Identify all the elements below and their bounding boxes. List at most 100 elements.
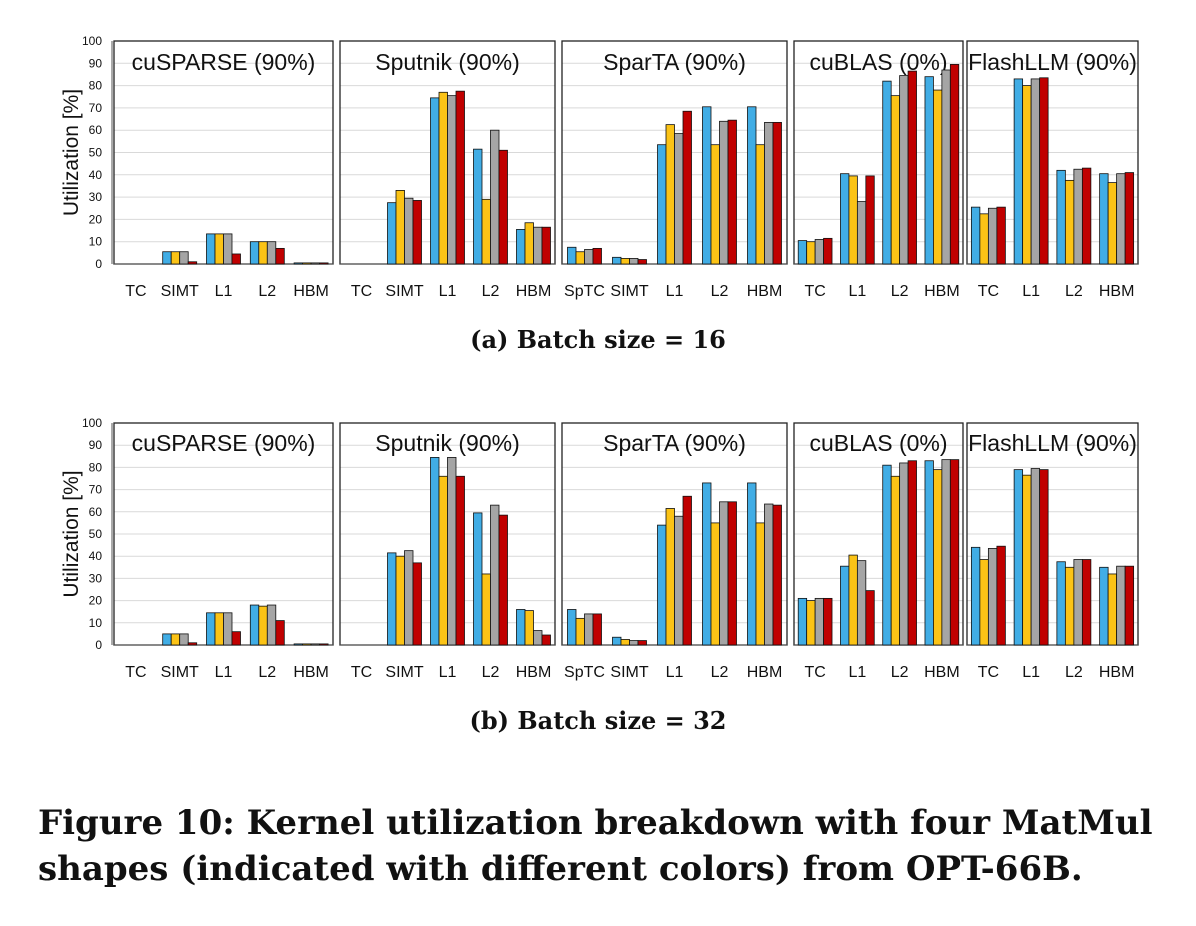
x-tick-label: TC xyxy=(978,283,999,300)
bar xyxy=(710,522,720,646)
bar xyxy=(1030,468,1041,646)
bar xyxy=(266,604,277,646)
bar xyxy=(924,76,934,265)
x-tick-label: L2 xyxy=(711,664,729,681)
bar xyxy=(629,258,639,265)
bar xyxy=(970,206,981,265)
bar xyxy=(823,597,833,646)
bar xyxy=(266,241,277,265)
bar xyxy=(949,459,960,646)
x-tick-label: HBM xyxy=(747,283,783,300)
bar xyxy=(430,457,440,646)
x-tick-label: L1 xyxy=(215,664,233,681)
y-tick-label: 30 xyxy=(89,190,103,204)
bar xyxy=(481,573,491,646)
x-tick-label: L1 xyxy=(215,283,233,300)
bar xyxy=(387,552,397,646)
bar xyxy=(797,240,808,265)
bar xyxy=(302,643,312,646)
bar xyxy=(1124,565,1135,646)
bar xyxy=(856,560,867,646)
y-tick-label: 10 xyxy=(89,616,103,630)
bar xyxy=(1081,559,1092,646)
subcaption-a: (a) Batch size = 16 xyxy=(470,325,726,354)
bar xyxy=(1056,169,1066,265)
bar xyxy=(823,237,833,265)
bar xyxy=(665,508,675,646)
bar xyxy=(524,222,534,265)
x-tick-label: L2 xyxy=(1065,283,1083,300)
x-tick-label: L2 xyxy=(482,664,500,681)
panel-title: SparTA (90%) xyxy=(603,430,746,456)
y-tick-label: 60 xyxy=(89,123,103,137)
bar xyxy=(275,620,285,646)
bar xyxy=(438,91,448,265)
bar xyxy=(682,110,692,265)
bar xyxy=(214,233,224,265)
x-tick-label: TC xyxy=(804,664,825,681)
bar xyxy=(206,612,216,646)
bar xyxy=(848,175,858,265)
x-tick-label: HBM xyxy=(1099,664,1135,681)
bar xyxy=(490,504,500,646)
bar xyxy=(727,501,737,646)
bar xyxy=(1073,168,1083,265)
y-tick-label: 100 xyxy=(82,416,102,430)
bar xyxy=(987,548,998,646)
bar xyxy=(455,90,465,265)
panel-title: FlashLLM (90%) xyxy=(968,49,1137,75)
bar xyxy=(430,97,440,265)
bar xyxy=(665,124,675,265)
x-tick-label: SpTC xyxy=(564,664,605,681)
bar xyxy=(629,640,639,646)
bar xyxy=(1064,179,1075,265)
y-tick-label: 40 xyxy=(89,549,103,563)
bar xyxy=(404,197,414,265)
y-tick-label: 20 xyxy=(89,594,103,608)
bar xyxy=(907,460,917,646)
bar xyxy=(187,261,198,265)
bar xyxy=(979,559,989,646)
x-tick-label: SIMT xyxy=(385,664,423,681)
x-tick-label: TC xyxy=(125,664,146,681)
bar xyxy=(996,545,1006,646)
bar xyxy=(584,613,594,646)
bar xyxy=(302,262,312,265)
x-tick-label: L2 xyxy=(891,283,909,300)
bar xyxy=(682,495,692,646)
bar xyxy=(223,612,233,646)
x-tick-label: SpTC xyxy=(564,283,605,300)
bar xyxy=(806,600,816,646)
bar xyxy=(882,464,892,646)
bar xyxy=(249,604,260,646)
x-tick-label: L1 xyxy=(848,664,866,681)
bar xyxy=(179,633,189,646)
bar xyxy=(702,482,712,646)
bar xyxy=(933,469,943,646)
bar xyxy=(814,239,824,265)
x-tick-label: HBM xyxy=(747,664,783,681)
x-tick-label: TC xyxy=(351,664,372,681)
bar xyxy=(293,262,304,265)
bar xyxy=(1039,77,1049,265)
bar xyxy=(865,175,875,265)
bar xyxy=(674,133,684,265)
bar xyxy=(840,565,850,646)
bar xyxy=(395,190,405,265)
bar xyxy=(806,241,816,265)
bar xyxy=(310,262,321,265)
bar xyxy=(1022,85,1032,265)
bar xyxy=(941,459,951,646)
bar xyxy=(979,213,989,265)
bar xyxy=(584,249,594,265)
x-tick-label: HBM xyxy=(293,283,329,300)
x-tick-label: L2 xyxy=(711,283,729,300)
bar xyxy=(719,501,729,646)
bar xyxy=(310,643,321,646)
bar xyxy=(1124,172,1135,265)
panel-title: SparTA (90%) xyxy=(603,49,746,75)
y-tick-label: 60 xyxy=(89,505,103,519)
y-tick-label: 50 xyxy=(89,527,103,541)
panel-title: cuBLAS (0%) xyxy=(809,49,947,75)
x-tick-label: SIMT xyxy=(161,664,199,681)
